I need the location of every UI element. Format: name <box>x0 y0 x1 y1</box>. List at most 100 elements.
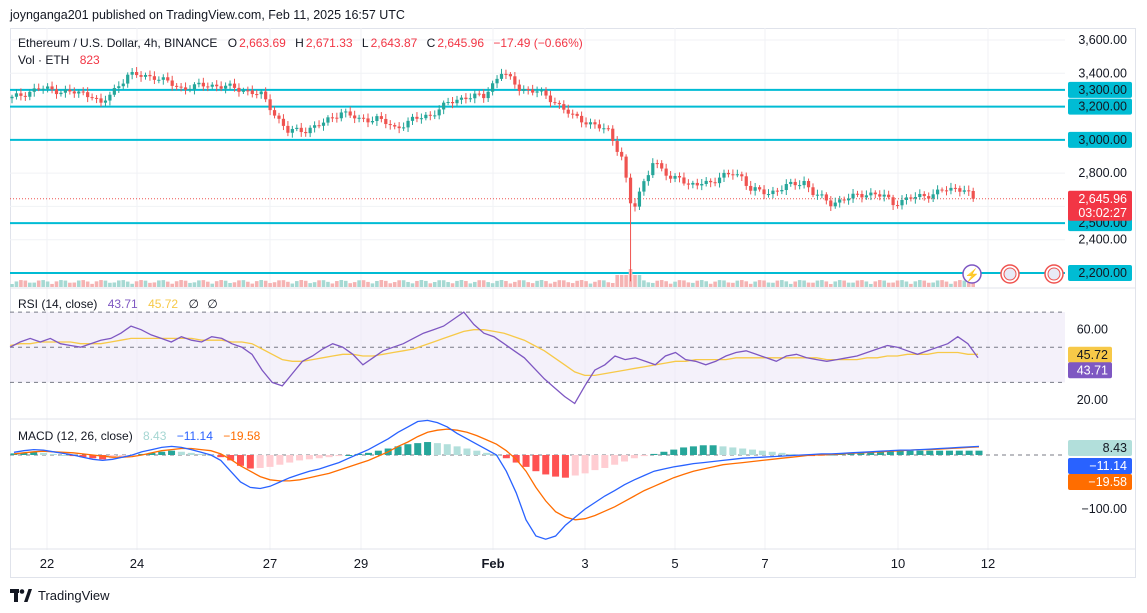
candle-body <box>99 98 103 103</box>
candle-body <box>112 88 116 95</box>
x-tick-label: 7 <box>761 556 768 571</box>
candle-body <box>869 192 873 196</box>
candle-body <box>228 83 232 86</box>
macd-histogram-bar <box>778 452 786 455</box>
candle-body <box>811 187 815 196</box>
open-value: 2,663.69 <box>239 36 286 50</box>
volume-bar <box>85 281 90 287</box>
lightning-event-icon <box>962 264 982 284</box>
candle-body <box>958 188 962 192</box>
candle-body <box>486 91 490 99</box>
volume-bar <box>873 281 878 287</box>
macd-histogram-bar <box>20 452 28 455</box>
x-tick-label: 22 <box>40 556 54 571</box>
candle-body <box>735 174 739 176</box>
volume-bar <box>72 282 77 287</box>
time-axis: 22 24 27 29 Feb 3 5 7 10 12 <box>40 556 995 571</box>
volume-bar <box>931 282 935 287</box>
macd-histogram-bar <box>532 455 540 472</box>
volume-bar <box>913 281 918 287</box>
candle-body <box>624 156 628 178</box>
volume-bar <box>495 280 499 287</box>
macd-label[interactable]: MACD (12, 26, close) <box>18 429 133 443</box>
volume-bar <box>94 281 99 287</box>
y-tick-label: 2,800.00 <box>1078 166 1127 180</box>
macd-histogram-bar <box>217 455 225 458</box>
candle-body <box>904 197 909 200</box>
volume-bar <box>824 281 829 287</box>
volume-bar <box>490 283 495 287</box>
x-tick-label: 12 <box>981 556 995 571</box>
volume-bar <box>521 280 526 287</box>
macd-histogram-bar <box>433 443 441 455</box>
close-value: 2,645.96 <box>437 36 485 50</box>
volume-bar <box>237 280 241 287</box>
volume-bar <box>250 283 255 287</box>
candle-body <box>50 86 54 90</box>
volume-bar <box>130 283 134 287</box>
macd-histogram-bar <box>158 451 166 455</box>
macd-value-box <box>1068 474 1132 490</box>
volume-bar <box>424 280 428 287</box>
volume-bar <box>455 280 459 287</box>
macd-histogram-bar <box>473 450 481 455</box>
low-value: 2,643.87 <box>370 36 418 50</box>
volume-bar <box>419 280 424 287</box>
rsi-ma-line <box>9 329 978 377</box>
macd-histogram-bar <box>197 453 205 455</box>
y-tick-label: 3,400.00 <box>1078 66 1127 80</box>
candle-body <box>286 125 290 133</box>
candle-body <box>117 86 121 89</box>
macd-histogram-bar <box>955 450 963 455</box>
volume-bar <box>54 281 59 287</box>
candle-body <box>361 117 366 119</box>
volume-bar <box>726 282 731 287</box>
symbol-label[interactable]: Ethereum / U.S. Dollar, 4h, BINANCE <box>18 36 218 50</box>
candle-body <box>433 115 437 117</box>
candle-body <box>477 93 481 95</box>
macd-histogram-bar <box>325 455 333 458</box>
candle-body <box>660 163 664 169</box>
candle-body <box>722 172 726 178</box>
macd-histogram-bar <box>640 455 648 457</box>
candle-body <box>971 190 975 199</box>
candle-body <box>46 86 50 89</box>
volume-bar <box>174 281 179 287</box>
candle-body <box>139 75 143 77</box>
volume-bar <box>695 280 700 287</box>
volume-bar <box>869 283 873 287</box>
candle-body <box>557 102 561 105</box>
price-axis: 3,600.00 3,400.00 3,200.00 3,000.00 2,800.00… <box>1068 33 1132 516</box>
candle-body <box>406 120 410 128</box>
macd-histogram-bar <box>40 452 48 455</box>
candle-body <box>295 127 299 129</box>
macd-legend: MACD (12, 26, close) 8.43 −11.14 −19.58 <box>18 429 262 443</box>
volume-bar <box>477 280 482 287</box>
volume-bar <box>508 283 513 287</box>
volume-bar <box>246 281 250 287</box>
volume-bar <box>192 282 197 287</box>
candle-body <box>255 94 259 96</box>
candle-body <box>326 117 330 123</box>
volume-bar <box>90 283 94 287</box>
rsi-ma-value: 45.72 <box>148 297 179 311</box>
volume-bar <box>32 282 37 287</box>
volume-bar <box>392 282 397 287</box>
level-label: 3,200.00 <box>1078 100 1127 114</box>
volume-legend: Vol · ETH 823 <box>18 53 102 67</box>
candle-body <box>321 122 326 126</box>
volume-bar <box>223 280 228 287</box>
candle-body <box>664 168 668 176</box>
brand-name: TradingView <box>38 588 110 603</box>
volume-bar <box>691 282 695 287</box>
volume-bar <box>553 281 557 287</box>
candle-body <box>784 184 788 191</box>
candle-body <box>731 174 735 176</box>
volume-bar <box>731 282 735 287</box>
volume-label: Vol · ETH <box>18 53 70 67</box>
volume-bar <box>513 281 517 287</box>
candle-body <box>669 175 673 179</box>
rsi-label[interactable]: RSI (14, close) <box>18 297 98 311</box>
candle-body <box>272 110 277 116</box>
